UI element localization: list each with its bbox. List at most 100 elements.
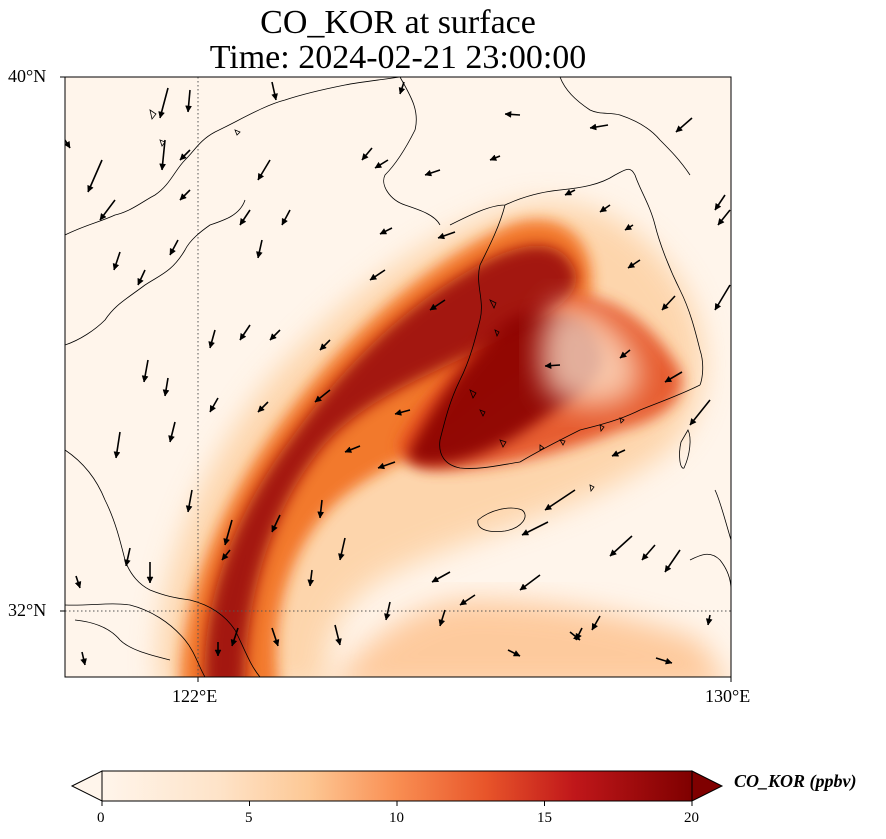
wind-vector-head <box>459 598 468 606</box>
wind-vector-head <box>338 553 345 561</box>
wind-vector-head <box>158 111 165 119</box>
wind-vector-head <box>87 184 94 193</box>
coast-korea-east <box>634 174 704 386</box>
wind-vector-head <box>641 553 649 561</box>
wind-vector-head <box>257 172 265 181</box>
wind-vector-head <box>209 404 217 413</box>
wind-vector-head <box>437 232 446 240</box>
wind-vector-head <box>141 375 149 383</box>
wind-vector-head <box>159 163 167 171</box>
wind-vector-head <box>714 202 722 211</box>
cb-tick-label-20: 20 <box>684 810 699 826</box>
tsushima-island <box>679 429 691 469</box>
wind-vector-head <box>717 217 725 226</box>
wind-vector-head <box>489 154 498 161</box>
wind-vector-head <box>609 549 617 557</box>
wind-vector-head <box>146 576 154 584</box>
coast-china-north <box>65 77 401 236</box>
concentration-field <box>158 202 723 677</box>
korea-archipelago <box>469 299 625 451</box>
wind-vector-head <box>627 261 636 269</box>
wind-vector-head <box>271 93 278 101</box>
wind-vector-head <box>168 435 175 443</box>
wind-vector-head <box>307 579 315 587</box>
wind-vector-head <box>230 638 238 647</box>
cb-tick-label-15: 15 <box>537 810 552 826</box>
wind-vector-head <box>319 343 327 351</box>
shandong-islands <box>149 109 595 492</box>
wind-vector-head <box>564 189 573 196</box>
wind-vector-head <box>544 503 553 511</box>
wind-vector-head <box>624 223 633 231</box>
wind-vector-head <box>705 618 713 626</box>
wind-vector-head <box>664 375 673 383</box>
wind-vector-head <box>314 395 323 403</box>
wind-vector-head <box>272 638 280 647</box>
wind-vector-head <box>179 193 187 201</box>
coast-korea-south <box>519 384 701 463</box>
wind-vector-head <box>431 575 440 583</box>
xtick-label-122E: 122°E <box>172 686 218 706</box>
plume-gap-light <box>539 300 640 406</box>
wind-vector-head <box>162 389 170 397</box>
wind-vector-head <box>361 153 369 161</box>
map-title-line1: CO_KOR at surface <box>260 4 536 41</box>
wind-vector-head <box>664 564 672 573</box>
wind-vector-head <box>281 217 288 226</box>
wind-vector-head <box>208 341 215 349</box>
colorbar-extend-min <box>70 770 103 802</box>
wind-vector-head <box>714 302 722 311</box>
wind-vector-head <box>599 205 608 213</box>
colorbar-label: CO_KOR (ppbv) <box>734 771 857 791</box>
coast-korea-west <box>439 204 521 469</box>
map-panel <box>65 77 731 677</box>
wind-vector-head <box>271 524 278 533</box>
map-frame <box>64 76 732 678</box>
wind-vector-head <box>223 538 230 546</box>
wind-vector-head <box>239 332 247 341</box>
wind-vector-head <box>665 657 673 665</box>
wind-vector-head <box>504 111 512 118</box>
wind-vector-head <box>438 619 446 627</box>
wind-vector-head <box>124 559 131 567</box>
wind-vector-head <box>113 451 121 459</box>
wind-vector-head <box>317 511 325 519</box>
wind-vector-head <box>374 161 383 169</box>
coast-japan <box>559 77 731 591</box>
cb-tick-label-0: 0 <box>97 810 105 826</box>
wind-vector-head <box>591 622 599 631</box>
wind-vector-head <box>214 649 222 657</box>
wind-vector-head <box>256 251 263 259</box>
wind-vector-head <box>335 638 342 646</box>
wind-vector-head <box>675 125 683 133</box>
wind-vector-head <box>185 505 193 513</box>
wind-vector-head <box>619 351 628 359</box>
wind-vector-head <box>239 217 247 226</box>
plume-outer-tail <box>338 600 723 677</box>
plume-core <box>204 245 577 677</box>
wind-vector-head <box>179 153 187 161</box>
wind-vector-head <box>521 529 530 536</box>
ytick-label-32N: 32°N <box>8 600 47 620</box>
wind-vector-head <box>269 333 277 341</box>
wind-vector-head <box>112 262 120 271</box>
colorbar <box>70 770 724 806</box>
wind-vector-head <box>377 462 386 470</box>
cb-tick-label-5: 5 <box>245 810 253 826</box>
coast-yangtze <box>65 603 206 677</box>
wind-vector-head <box>589 123 597 131</box>
wind-vector-head <box>398 86 406 95</box>
wind-vector-head <box>519 583 528 591</box>
wind-vector-head <box>221 552 229 561</box>
wind-vector-head <box>369 273 378 281</box>
cb-tick-label-10: 10 <box>389 810 404 826</box>
coast-china-east <box>65 199 261 677</box>
wind-vector-head <box>99 212 107 221</box>
wind-vector-head <box>169 247 176 256</box>
wind-vector-head <box>611 450 620 457</box>
wind-vector-head <box>512 650 521 657</box>
wind-vector-head <box>429 303 438 311</box>
wind-vector-head <box>572 633 581 641</box>
wind-vectors <box>65 81 731 666</box>
